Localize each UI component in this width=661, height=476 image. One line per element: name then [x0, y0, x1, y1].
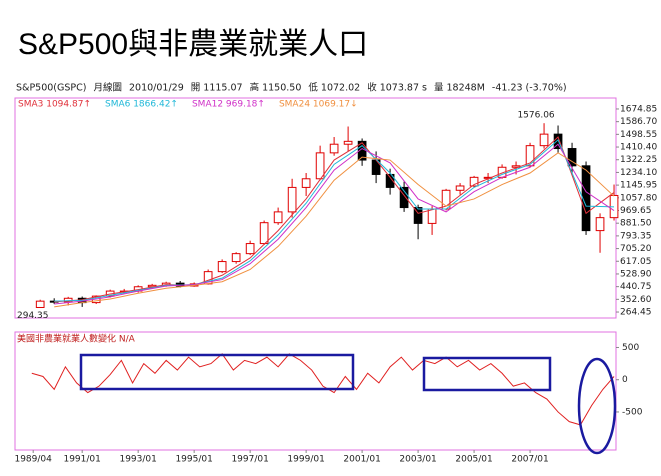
- y-tick-label: 0: [622, 375, 628, 385]
- y-tick-label: 1057.80: [620, 193, 657, 203]
- highlight-box: [422, 356, 552, 392]
- candle-body: [539, 133, 549, 147]
- highlight-box: [79, 353, 355, 391]
- candle-body: [469, 176, 479, 187]
- x-tick-label: 1999/01: [287, 455, 324, 465]
- candle-body: [427, 208, 437, 224]
- candle-body: [245, 243, 255, 255]
- candle-body: [385, 173, 395, 188]
- ma-line: [54, 136, 615, 303]
- y-tick-label: 617.05: [620, 257, 652, 267]
- info-text: 月線圖: [93, 82, 122, 94]
- x-tick-label: 2007/01: [511, 455, 548, 465]
- candle-body: [35, 300, 45, 308]
- candle-body: [455, 185, 465, 191]
- legend-entry: SMA3 1094.87↑: [18, 100, 91, 110]
- y-tick-label: 440.75: [620, 282, 652, 292]
- candle-body: [273, 211, 283, 224]
- candle-body: [525, 145, 535, 167]
- candle-body: [301, 178, 311, 188]
- candle-body: [329, 143, 339, 154]
- info-text: 2010/01/29: [129, 83, 184, 94]
- y-tick-label: 1234.10: [620, 168, 657, 178]
- panel-frame: [14, 331, 617, 451]
- y-tick-label: 1674.85: [620, 104, 657, 114]
- annotation: 1576.06: [517, 111, 554, 121]
- info-text: 量 18248M: [434, 83, 485, 94]
- y-tick-label: 528.90: [620, 269, 652, 279]
- y-tick-label: 969.65: [620, 206, 652, 216]
- x-tick-label: 1991/01: [63, 455, 100, 465]
- y-tick-label: 1410.40: [620, 143, 657, 153]
- ma-line: [54, 139, 615, 302]
- x-tick-label: 1995/01: [175, 455, 212, 465]
- candle-body: [231, 253, 241, 263]
- candle-body: [595, 217, 605, 232]
- info-text: 低 1072.02: [308, 82, 360, 94]
- info-text: S&P500(GSPC): [16, 83, 86, 94]
- x-tick-label: 1993/01: [119, 455, 156, 465]
- info-text: -41.23 (-3.70%): [492, 83, 567, 94]
- candle-body: [567, 148, 577, 167]
- candle-body: [217, 261, 227, 273]
- candle-body: [399, 186, 409, 209]
- y-tick-label: 881.50: [620, 219, 652, 229]
- legend-entry: SMA24 1069.17↓: [279, 100, 358, 110]
- x-tick-label: 1997/01: [231, 455, 268, 465]
- x-tick-label: 1989/04: [14, 455, 52, 465]
- y-tick-label: 705.20: [620, 244, 652, 254]
- y-tick-label: 1322.25: [620, 155, 657, 165]
- info-text: 高 1150.50: [250, 82, 302, 94]
- x-tick-label: 2005/01: [455, 455, 492, 465]
- candle-body: [581, 165, 591, 232]
- y-tick-label: -500: [622, 407, 643, 417]
- chart-title: S&P500與非農業就業人口: [18, 28, 368, 61]
- x-tick-label: 2001/01: [343, 455, 380, 465]
- legend-entry: SMA12 969.18↑: [192, 100, 265, 110]
- y-tick-label: 793.35: [620, 231, 652, 241]
- y-tick-label: 1145.95: [620, 181, 657, 191]
- panel-title: 美國非農業就業人數變化 N/A: [17, 333, 136, 345]
- y-tick-label: 500: [622, 343, 639, 353]
- y-tick-label: 264.45: [620, 308, 652, 318]
- candle-body: [287, 186, 297, 213]
- price-frame: [14, 97, 617, 319]
- y-tick-label: 1498.55: [620, 130, 657, 140]
- candle-body: [343, 140, 353, 145]
- x-tick-label: 2003/01: [399, 455, 436, 465]
- candle-body: [259, 222, 269, 245]
- ma-line: [54, 152, 615, 308]
- y-tick-label: 352.60: [620, 295, 652, 305]
- ma-line: [54, 143, 615, 305]
- legend-entry: SMA6 1866.42↑: [105, 100, 178, 110]
- employment-line: [31, 353, 615, 426]
- candle-body: [315, 152, 325, 180]
- candle-body: [413, 207, 423, 224]
- highlight-ellipse: [577, 357, 617, 455]
- y-tick-label: 1586.70: [620, 117, 657, 127]
- candle-body: [553, 133, 563, 150]
- annotation: 294.35: [17, 311, 49, 321]
- info-text: 開 1115.07: [191, 83, 243, 94]
- info-text: 收 1073.87 s: [367, 82, 427, 94]
